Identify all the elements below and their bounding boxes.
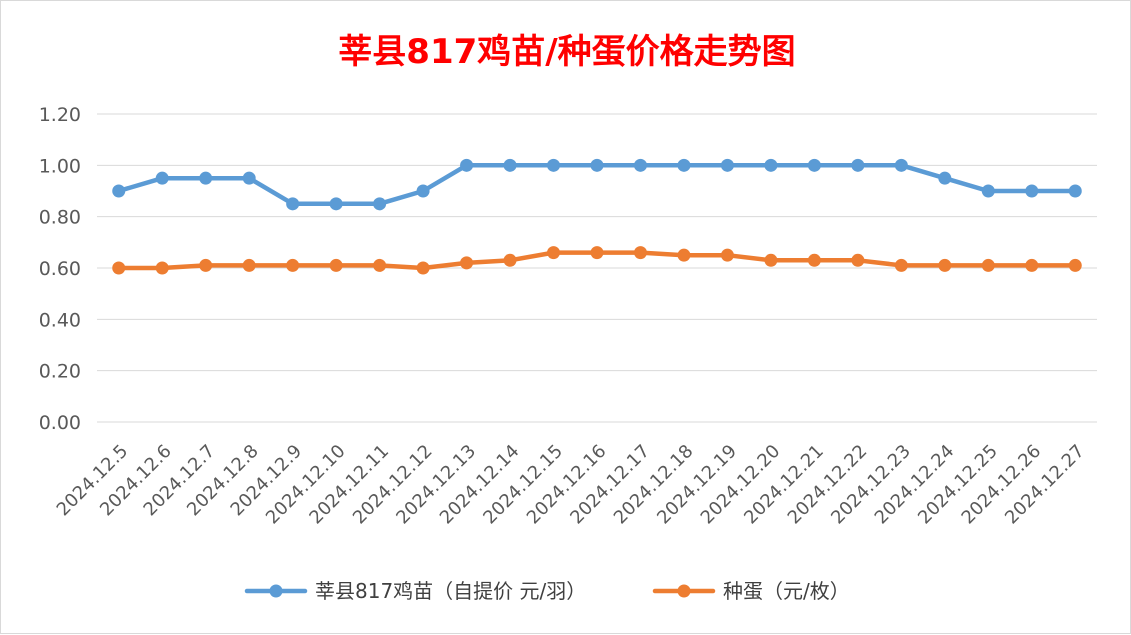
data-point — [590, 246, 604, 260]
legend-label: 莘县817鸡苗（自提价 元/羽） — [315, 579, 586, 603]
data-point — [547, 246, 561, 260]
data-point — [416, 261, 430, 275]
data-point — [199, 171, 213, 185]
chart-title: 莘县817鸡苗/种蛋价格走势图 — [338, 32, 795, 72]
data-point — [807, 158, 821, 172]
data-point — [286, 197, 300, 211]
data-point — [1025, 258, 1039, 272]
legend-swatch-marker — [269, 584, 283, 598]
data-point — [938, 258, 952, 272]
y-tick-label: 0.80 — [39, 207, 81, 229]
data-point — [851, 253, 865, 267]
data-point — [677, 158, 691, 172]
data-point — [503, 253, 517, 267]
data-point — [720, 248, 734, 262]
data-point — [938, 171, 952, 185]
data-point — [1068, 184, 1082, 198]
data-point — [329, 258, 343, 272]
data-point — [286, 258, 300, 272]
data-point — [547, 158, 561, 172]
data-point — [373, 197, 387, 211]
legend-swatch-marker — [677, 584, 691, 598]
data-point — [155, 261, 169, 275]
data-point — [677, 248, 691, 262]
data-point — [503, 158, 517, 172]
y-tick-label: 1.20 — [39, 104, 81, 126]
data-point — [416, 184, 430, 198]
data-point — [981, 258, 995, 272]
data-point — [112, 184, 126, 198]
y-tick-label: 0.60 — [39, 258, 81, 280]
data-point — [981, 184, 995, 198]
data-point — [894, 158, 908, 172]
data-point — [851, 158, 865, 172]
data-point — [460, 256, 474, 270]
data-point — [373, 258, 387, 272]
data-point — [764, 158, 778, 172]
y-tick-label: 1.00 — [39, 155, 81, 177]
y-tick-label: 0.20 — [39, 361, 81, 383]
legend-label: 种蛋（元/枚） — [723, 579, 850, 603]
data-point — [242, 258, 256, 272]
data-point — [242, 171, 256, 185]
data-point — [460, 158, 474, 172]
data-point — [1068, 258, 1082, 272]
data-point — [1025, 184, 1039, 198]
data-point — [329, 197, 343, 211]
data-point — [112, 261, 126, 275]
data-point — [894, 258, 908, 272]
data-point — [764, 253, 778, 267]
data-point — [633, 246, 647, 260]
y-tick-label: 0.00 — [39, 412, 81, 434]
data-point — [633, 158, 647, 172]
data-point — [155, 171, 169, 185]
data-point — [720, 158, 734, 172]
data-point — [590, 158, 604, 172]
y-tick-label: 0.40 — [39, 309, 81, 331]
data-point — [199, 258, 213, 272]
data-point — [807, 253, 821, 267]
